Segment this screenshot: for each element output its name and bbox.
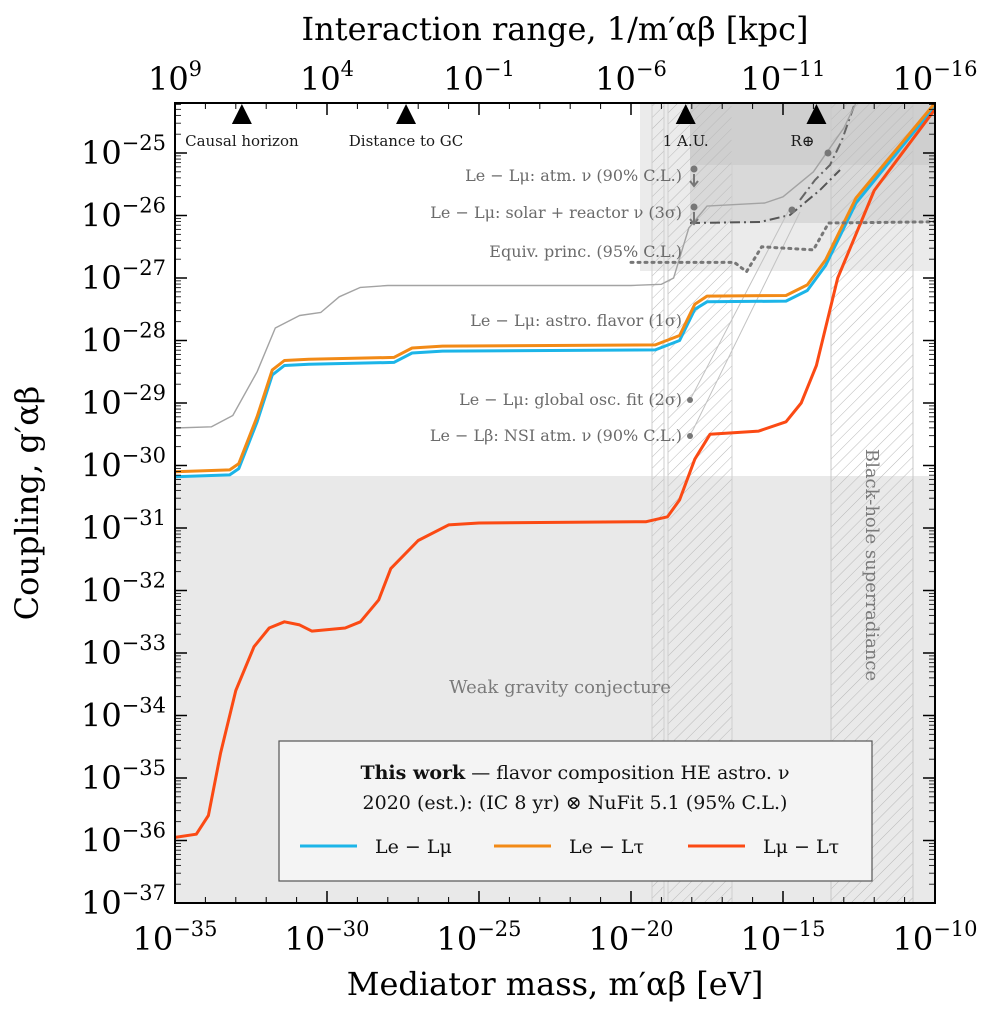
annotation-global-osc: Le − Lμ: global osc. fit (2σ) bbox=[459, 390, 682, 409]
annotation-atm-nu: Le − Lμ: atm. ν (90% C.L.) bbox=[465, 166, 682, 185]
series-line-2 bbox=[175, 107, 935, 839]
marker-label: R⊕ bbox=[791, 132, 815, 150]
marker-triangle-icon bbox=[396, 104, 417, 124]
x-tick-label: 10−30 bbox=[284, 917, 369, 958]
x-tick-label: 10−25 bbox=[436, 917, 521, 958]
x-tick-label: 10−35 bbox=[132, 917, 217, 958]
top-tick-label: 109 bbox=[148, 57, 202, 98]
y-tick-label: 10−32 bbox=[81, 569, 166, 610]
legend-title-rest: — flavor composition HE astro. ν bbox=[465, 762, 789, 784]
y-tick-label: 10−33 bbox=[81, 631, 166, 672]
down-arrow-icon-1 bbox=[689, 174, 699, 188]
y-tick-label: 10−35 bbox=[81, 756, 166, 797]
constraint-dot-2 bbox=[690, 203, 698, 211]
constraint-dot-6 bbox=[824, 149, 832, 157]
region-label-superradiance: Black-hole superradiance bbox=[861, 449, 882, 681]
top-tick-label: 10−11 bbox=[740, 57, 825, 98]
region-label-weak-gravity: Weak gravity conjecture bbox=[449, 677, 671, 698]
top-axis-label: Interaction range, 1/m′αβ [kpc] bbox=[301, 10, 808, 48]
y-tick-label: 10−28 bbox=[81, 319, 166, 360]
constraint-dot-5 bbox=[788, 206, 796, 214]
marker-label: Distance to GC bbox=[349, 132, 464, 150]
y-tick-label: 10−26 bbox=[81, 194, 166, 235]
y-tick-label: 10−36 bbox=[81, 819, 166, 860]
x-tick-label: 10−20 bbox=[588, 917, 673, 958]
plot-frame bbox=[174, 102, 936, 904]
series-line-0 bbox=[175, 104, 935, 479]
top-tick-label: 10−6 bbox=[595, 57, 667, 98]
guide-line-1 bbox=[689, 207, 791, 401]
series-line-4 bbox=[629, 220, 935, 274]
y-tick-label: 10−37 bbox=[81, 881, 166, 922]
legend-entry-lmu-ltau: Lμ − Lτ bbox=[763, 836, 839, 858]
marker-triangle-icon bbox=[231, 104, 252, 124]
legend-entry-le-ltau: Le − Lτ bbox=[569, 836, 644, 858]
annotation-astro-flavor: Le − Lμ: astro. flavor (1σ) bbox=[470, 311, 682, 330]
solar-reactor-limit-curve bbox=[689, 169, 841, 224]
legend-subtitle: 2020 (est.): (IC 8 yr) ⊗ NuFit 5.1 (95% … bbox=[363, 792, 788, 814]
constraint-dot-3 bbox=[687, 397, 693, 403]
series-line-1 bbox=[175, 103, 935, 474]
y-tick-label: 10−27 bbox=[81, 256, 166, 297]
atm-nu-limit-curve bbox=[799, 103, 856, 201]
marker-triangle-icon bbox=[806, 104, 827, 124]
hatch-band-1 bbox=[651, 103, 665, 903]
x-axis-label: Mediator mass, m′αβ [eV] bbox=[347, 965, 764, 1003]
constraint-dot-1 bbox=[690, 165, 698, 173]
series-line-3 bbox=[175, 103, 857, 429]
marker-label: Causal horizon bbox=[185, 132, 299, 150]
top-tick-label: 10−1 bbox=[443, 57, 515, 98]
y-tick-label: 10−25 bbox=[81, 131, 166, 172]
y-tick-label: 10−31 bbox=[81, 506, 166, 547]
x-tick-label: 10−15 bbox=[740, 917, 825, 958]
annotation-equiv-principle: Equiv. princ. (95% C.L.) bbox=[489, 242, 682, 261]
marker-triangle-icon bbox=[675, 104, 696, 124]
legend-title: This work — flavor composition HE astro.… bbox=[360, 762, 789, 784]
annotation-solar-reactor: Le − Lμ: solar + reactor ν (3σ) bbox=[430, 203, 682, 222]
legend-entry-le-lmu: Le − Lμ bbox=[375, 836, 452, 858]
x-tick-label: 10−10 bbox=[892, 917, 977, 958]
y-tick-label: 10−34 bbox=[81, 694, 166, 735]
y-tick-label: 10−30 bbox=[81, 444, 166, 485]
y-axis-label: Coupling, g′αβ bbox=[8, 386, 46, 621]
constraint-dot-4 bbox=[687, 433, 693, 439]
top-tick-label: 104 bbox=[300, 57, 354, 98]
marker-label: 1 A.U. bbox=[663, 132, 709, 150]
legend: This work — flavor composition HE astro.… bbox=[278, 740, 873, 882]
legend-title-bold: This work bbox=[360, 762, 466, 784]
top-tick-label: 10−16 bbox=[892, 57, 977, 98]
down-arrow-icon-2 bbox=[689, 212, 699, 226]
annotation-nsi-atm: Le − Lβ: NSI atm. ν (90% C.L.) bbox=[430, 426, 682, 445]
y-tick-label: 10−29 bbox=[81, 381, 166, 422]
legend-box bbox=[278, 740, 873, 882]
